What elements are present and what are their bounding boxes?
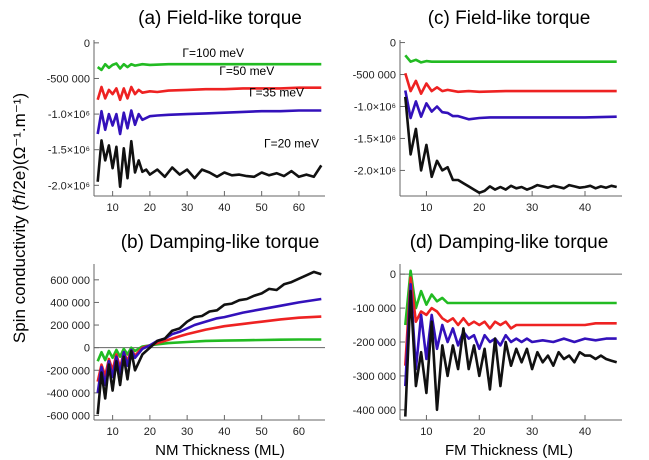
panel-a-x-tick-label: 30 [181, 202, 193, 214]
panel-d-y-tick-label: -400 000 [353, 405, 396, 417]
panel-a-x-tick-label: 40 [218, 202, 230, 214]
panel-a-series-gamma20-line [96, 139, 323, 188]
panel-c-x-tick-label: 40 [579, 202, 591, 214]
panel-d-y-tick-label: 0 [390, 269, 396, 281]
panel-a-x-tick-label: 10 [107, 202, 119, 214]
panel-c-y-tick-label: -2.0×10⁶ [354, 165, 396, 177]
panel-c-x-tick-label: 20 [473, 202, 485, 214]
panel-a-y-tick-label: -1.0×10⁶ [48, 109, 90, 121]
y-axis-label: Spin conductivity (ℏ/2e)(Ω⁻¹.m⁻¹) [10, 93, 29, 343]
panel-b-series-gamma35-line [96, 297, 322, 394]
panel-c: (c) Field-like torque 0 -500 000 -1.0×10⁶ -… [353, 8, 622, 214]
panel-a-y-tick-label: -2.0×10⁶ [48, 180, 90, 192]
panel-c-series-gamma35-line [404, 90, 617, 121]
panel-b-x-tick-label: 20 [144, 426, 156, 438]
panel-c-y-tick-label: -1.5×10⁶ [354, 133, 396, 145]
panel-b-y-tick-label: -600 000 [47, 410, 90, 422]
panel-a-y-tick-label: 0 [84, 38, 90, 50]
panel-a-series-gamma50-line [96, 85, 322, 102]
panel-c-y-tick-label: -500 000 [353, 70, 396, 82]
panel-a-x-tick-label: 50 [256, 202, 268, 214]
panel-b-x-tick-label: 60 [293, 426, 305, 438]
panel-b-y-tick-label: -400 000 [47, 388, 90, 400]
panel-b-x-tick-label: 40 [218, 426, 230, 438]
panel-b-y-tick-label: 200 000 [50, 320, 90, 332]
panel-a: (a) Field-like torque 0 -500 000 -1.0×10⁶ -… [47, 8, 325, 214]
panel-a-title: (a) Field-like torque [138, 8, 302, 29]
panel-b-title: (b) Damping-like torque [121, 232, 320, 253]
panel-a-x-tick-label: 60 [293, 202, 305, 214]
panel-a-annotation: Γ=20 meV [264, 137, 319, 151]
panel-b-x-axis-label: NM Thickness (ML) [155, 442, 285, 459]
panel-c-series-gamma20-line [404, 96, 617, 195]
panel-b-y-tick-label: -200 000 [47, 365, 90, 377]
panel-c-y-tick-label: 0 [390, 38, 396, 50]
panel-a-annotation: Γ=50 meV [219, 64, 274, 78]
panel-d: (d) Damping-like torque FM Thickness (ML… [353, 232, 622, 459]
panel-d-series-gamma50-line [404, 276, 617, 366]
panel-c-y-tick-label: -1.0×10⁶ [354, 101, 396, 113]
panel-c-series-gamma100-line [404, 54, 617, 64]
panel-a-y-tick-label: -1.5×10⁶ [48, 145, 90, 157]
panel-c-x-tick-label: 30 [526, 202, 538, 214]
panel-d-x-axis-label: FM Thickness (ML) [445, 442, 573, 459]
panel-b-y-tick-label: 0 [84, 343, 90, 355]
panel-d-x-tick-label: 40 [579, 426, 591, 438]
panel-d-series-gamma20-line [404, 289, 618, 417]
panel-d-x-tick-label: 20 [473, 426, 485, 438]
panel-b: (b) Damping-like torque NM Thickness (ML… [47, 232, 325, 459]
panel-d-x-tick-label: 30 [526, 426, 538, 438]
panel-a-annotation: Γ=35 meV [249, 85, 304, 99]
panel-c-series-gamma50-line [404, 72, 617, 95]
panel-b-y-tick-label: 600 000 [50, 275, 90, 287]
panel-c-title: (c) Field-like torque [428, 8, 591, 29]
panel-b-y-tick-label: 400 000 [50, 297, 90, 309]
panel-a-series-gamma100-line [96, 62, 322, 72]
panel-d-series-gamma35-line [404, 282, 617, 387]
panel-b-series-gamma20-line [96, 270, 322, 415]
panel-d-series-gamma100-line [404, 269, 617, 326]
panel-b-x-tick-label: 30 [181, 426, 193, 438]
panel-a-annotation: Γ=100 meV [182, 46, 244, 60]
panel-d-title: (d) Damping-like torque [410, 232, 609, 253]
panel-d-y-tick-label: -200 000 [353, 337, 396, 349]
panel-a-series-gamma35-line [96, 109, 322, 136]
panel-d-y-tick-label: -300 000 [353, 371, 396, 383]
panel-d-y-tick-label: -100 000 [353, 303, 396, 315]
panel-a-y-tick-label: -500 000 [47, 73, 90, 85]
panel-a-x-tick-label: 20 [144, 202, 156, 214]
panel-b-x-tick-label: 10 [107, 426, 119, 438]
panel-d-x-tick-label: 10 [420, 426, 432, 438]
panel-c-x-tick-label: 10 [420, 202, 432, 214]
panel-b-x-tick-label: 50 [256, 426, 268, 438]
